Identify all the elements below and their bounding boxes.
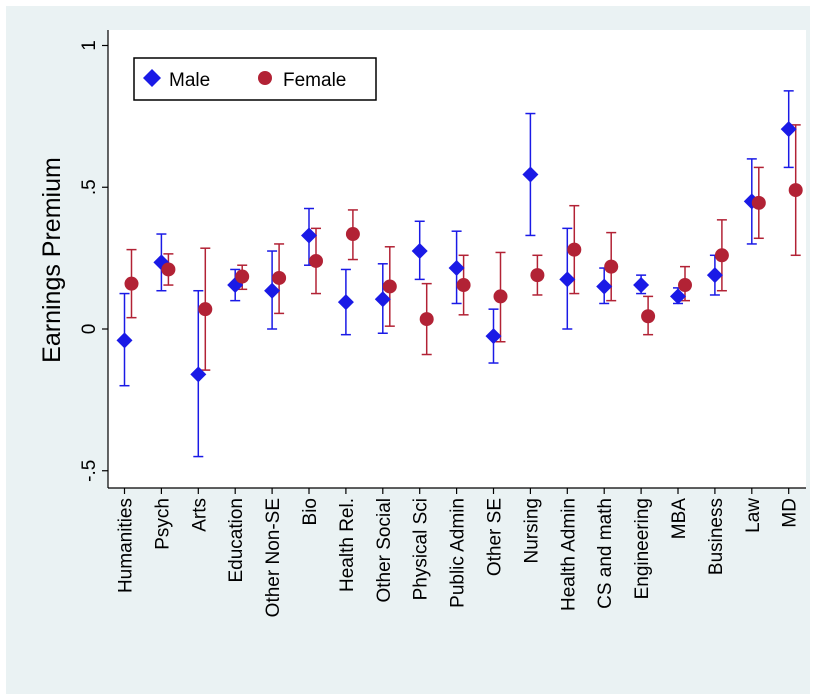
female-point bbox=[456, 278, 471, 293]
female-point bbox=[493, 289, 508, 304]
male-point bbox=[596, 278, 613, 295]
x-tick-label: Psych bbox=[152, 498, 173, 550]
x-tick-label: Business bbox=[706, 498, 727, 575]
y-axis-title: Earnings Premium bbox=[38, 157, 66, 363]
male-point bbox=[264, 282, 281, 299]
male-point bbox=[670, 288, 686, 305]
female-point bbox=[788, 183, 803, 198]
x-tick-label: Arts bbox=[189, 498, 210, 532]
female-point bbox=[382, 279, 397, 294]
x-tick-label: Other SE bbox=[485, 498, 506, 576]
female-point bbox=[345, 227, 360, 242]
legend-box bbox=[133, 57, 377, 101]
x-tick-label: MD bbox=[780, 498, 801, 528]
female-point bbox=[419, 312, 434, 327]
legend-male-label: Male bbox=[169, 70, 210, 91]
y-tick-label: -.5 bbox=[79, 460, 100, 482]
x-tick-label: Humanities bbox=[116, 498, 137, 593]
female-point bbox=[567, 242, 582, 257]
legend-female-label: Female bbox=[283, 70, 346, 91]
y-tick-label: 0 bbox=[79, 324, 100, 335]
female-point bbox=[124, 276, 139, 291]
x-tick-label: Nursing bbox=[521, 498, 542, 563]
female-point bbox=[309, 253, 323, 268]
legend: Male Female bbox=[133, 57, 377, 101]
legend-female-marker bbox=[258, 71, 272, 85]
male-point bbox=[374, 291, 391, 308]
x-tick-label: Engineering bbox=[632, 498, 653, 599]
male-point bbox=[411, 243, 428, 260]
data-marks bbox=[116, 90, 803, 458]
female-point bbox=[604, 259, 619, 274]
female-point bbox=[678, 278, 692, 293]
y-ticks: -.5 0 .5 1 bbox=[79, 40, 108, 482]
male-point bbox=[522, 166, 539, 183]
male-point bbox=[633, 277, 650, 294]
male-point bbox=[116, 332, 133, 349]
male-point bbox=[706, 267, 723, 284]
x-tick-label: CS and math bbox=[595, 498, 616, 609]
male-point bbox=[337, 294, 354, 311]
x-tick-label: Law bbox=[743, 498, 764, 533]
male-point bbox=[485, 328, 502, 345]
x-tick-label: Other Social bbox=[374, 498, 395, 603]
female-point bbox=[272, 270, 287, 285]
female-point bbox=[161, 262, 176, 277]
x-tick-label: Bio bbox=[300, 498, 321, 525]
male-point bbox=[190, 366, 207, 383]
x-tick-label: Physical Sci bbox=[411, 498, 432, 600]
x-ticks: Humanities Psych Arts Education Other Non-SE… bbox=[116, 488, 801, 617]
female-point bbox=[235, 269, 250, 284]
male-point bbox=[559, 271, 576, 288]
legend-male-marker bbox=[143, 69, 161, 87]
x-tick-label: Health Rel. bbox=[337, 498, 358, 592]
male-point bbox=[780, 121, 797, 138]
y-tick-label: .5 bbox=[79, 179, 100, 195]
x-tick-label: Education bbox=[226, 498, 247, 583]
x-tick-label: Public Admin bbox=[448, 498, 469, 608]
x-tick-label: Other Non-SE bbox=[263, 498, 284, 617]
female-point bbox=[530, 268, 545, 283]
female-point bbox=[641, 309, 656, 324]
male-point bbox=[448, 260, 465, 277]
x-tick-label: MBA bbox=[669, 498, 690, 540]
male-point bbox=[301, 227, 317, 244]
female-point bbox=[714, 248, 729, 263]
y-tick-label: 1 bbox=[79, 40, 100, 51]
x-tick-label: Health Admin bbox=[558, 498, 579, 611]
female-point bbox=[751, 195, 766, 210]
female-point bbox=[198, 302, 213, 317]
